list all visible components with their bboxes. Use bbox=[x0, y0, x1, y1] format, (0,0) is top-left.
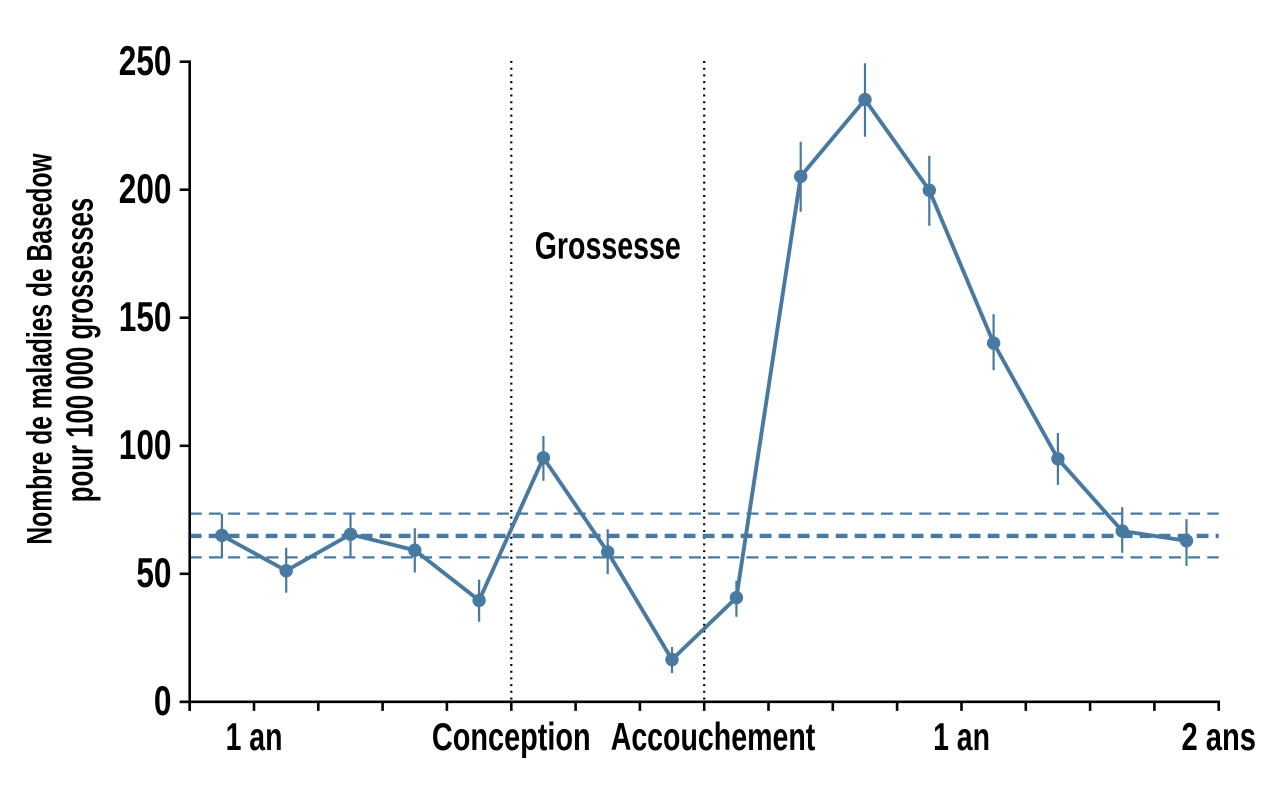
svg-text:Conception: Conception bbox=[432, 716, 591, 759]
svg-text:150: 150 bbox=[119, 293, 172, 340]
svg-text:50: 50 bbox=[136, 549, 171, 596]
svg-text:Accouchement: Accouchement bbox=[611, 716, 816, 759]
svg-text:200: 200 bbox=[119, 165, 172, 212]
svg-text:Nombre de maladies de Basedow: Nombre de maladies de Basedow bbox=[21, 153, 59, 545]
svg-text:Grossesse: Grossesse bbox=[535, 226, 681, 268]
svg-text:2 ans: 2 ans bbox=[1181, 716, 1255, 759]
svg-text:100: 100 bbox=[119, 421, 172, 468]
svg-text:250: 250 bbox=[119, 37, 172, 84]
svg-text:1 an: 1 an bbox=[933, 716, 990, 759]
svg-text:0: 0 bbox=[154, 677, 172, 724]
svg-text:1 an: 1 an bbox=[226, 716, 283, 759]
svg-text:pour 100 000 grossesses: pour 100 000 grossesses bbox=[59, 198, 101, 502]
